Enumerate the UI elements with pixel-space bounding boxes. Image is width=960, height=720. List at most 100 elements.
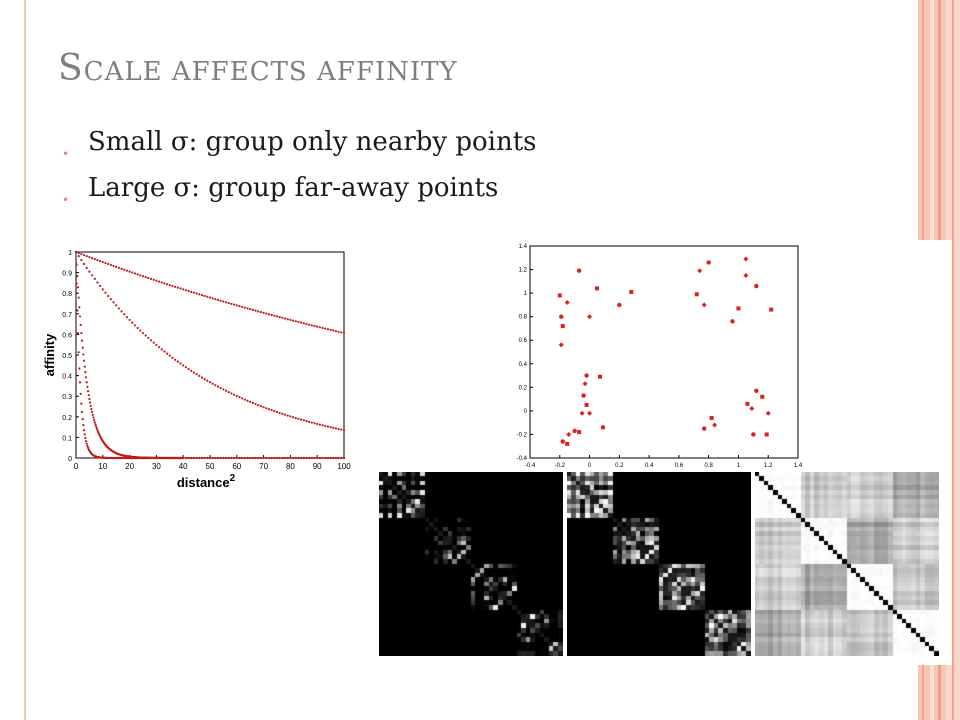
affinity-point	[308, 456, 311, 460]
affinity-point	[337, 456, 340, 460]
affinity-point	[131, 271, 134, 274]
affinity-point	[147, 276, 150, 280]
affinity-point	[149, 277, 153, 281]
affinity-point	[216, 298, 220, 302]
affinity-point	[246, 456, 249, 460]
affinity-point	[96, 281, 99, 284]
affinity-point	[200, 294, 204, 297]
x-tick-label: 70	[259, 462, 268, 471]
affinity-point	[77, 351, 80, 354]
affinity-point	[340, 428, 343, 431]
scatter-point	[760, 394, 765, 399]
affinity-point	[334, 456, 338, 460]
affinity-point	[294, 416, 297, 420]
affinity-point	[86, 385, 89, 388]
affinity-point	[141, 331, 145, 335]
affinity-point	[342, 429, 346, 432]
affinity-point	[241, 397, 244, 400]
affinity-point	[324, 456, 327, 460]
affinity-point	[283, 413, 287, 416]
affinity-point	[324, 327, 327, 330]
affinity-point	[313, 422, 316, 425]
affinity-point	[74, 250, 78, 254]
affinity-point	[337, 427, 340, 431]
affinity-point	[291, 456, 295, 460]
x-tick-label: 0.4	[645, 463, 654, 469]
bullet-text: Large σ: group far-away points	[88, 173, 499, 203]
affinity-point	[326, 456, 330, 460]
affinity-point	[163, 350, 166, 353]
affinity-point	[332, 329, 335, 332]
affinity-point	[249, 308, 252, 311]
affinity-point	[80, 258, 83, 262]
affinity-point	[76, 309, 79, 312]
affinity-point	[267, 408, 271, 411]
affinity-point	[88, 401, 92, 404]
affinity-point	[187, 456, 190, 460]
affinity-point	[112, 301, 115, 304]
affinity-point	[86, 444, 89, 447]
affinity-point	[184, 366, 187, 369]
affinity-point	[160, 348, 163, 351]
affinity-point	[238, 456, 241, 460]
affinity-point	[109, 298, 112, 301]
y-tick-label: 0	[524, 409, 528, 415]
scatter-point	[743, 256, 749, 262]
scatter-point	[576, 268, 582, 273]
y-tick-label: 0.4	[62, 374, 72, 381]
affinity-point	[81, 346, 84, 349]
affinity-point	[92, 416, 95, 419]
affinity-point	[265, 407, 268, 410]
affinity-point	[238, 396, 241, 399]
affinity-point	[251, 401, 254, 405]
y-tick-label: 0.6	[62, 332, 72, 339]
affinity-point	[198, 293, 201, 296]
affinity-point	[281, 456, 284, 460]
affinity-point	[326, 425, 330, 428]
affinity-point	[235, 394, 238, 398]
scatter-point	[597, 374, 602, 379]
scatter-point	[559, 314, 564, 319]
affinity-point	[267, 313, 271, 316]
scatter-point	[587, 314, 593, 320]
affinity-point	[152, 341, 155, 344]
affinity-point	[254, 402, 257, 406]
affinity-point	[259, 405, 263, 408]
affinity-point	[216, 385, 220, 388]
scatter-point	[564, 300, 570, 306]
y-tick-label: 0	[68, 456, 72, 463]
affinity-point	[117, 307, 120, 310]
affinity-point	[208, 456, 212, 460]
affinity-point	[300, 418, 303, 421]
affinity-point	[235, 456, 238, 460]
affinity-point	[216, 456, 220, 460]
affinity-point	[90, 407, 93, 411]
affinity-point	[243, 398, 246, 401]
affinity-point	[324, 424, 327, 428]
affinity-point	[267, 456, 271, 460]
affinity-point	[302, 419, 305, 422]
affinity-point	[259, 311, 263, 314]
affinity-point	[257, 310, 260, 313]
scatter-point	[754, 388, 759, 394]
affinity-point	[78, 315, 82, 318]
scatter-point	[769, 307, 774, 312]
affinity-point	[184, 289, 187, 292]
scatter-point	[584, 373, 589, 378]
affinity-point	[214, 456, 217, 460]
affinity-point	[233, 303, 236, 306]
affinity-point	[313, 324, 316, 328]
affinity-point	[79, 323, 82, 327]
affinity-point	[289, 415, 292, 418]
affinity-chart: 0 10 20 30 40 50 60 70 80 90 100 0 0.1 0.2 0.3 0.4 0.5 0.…	[42, 250, 351, 490]
affinity-point	[278, 456, 281, 460]
affinity-point	[83, 365, 86, 368]
affinity-point	[79, 392, 82, 395]
affinity-point	[82, 359, 86, 362]
affinity-point	[171, 284, 174, 288]
x-axis-label: distance	[177, 475, 230, 490]
affinity-point	[80, 402, 83, 405]
affinity-point	[78, 306, 81, 309]
affinity-point	[190, 456, 193, 460]
affinity-point	[208, 381, 212, 384]
